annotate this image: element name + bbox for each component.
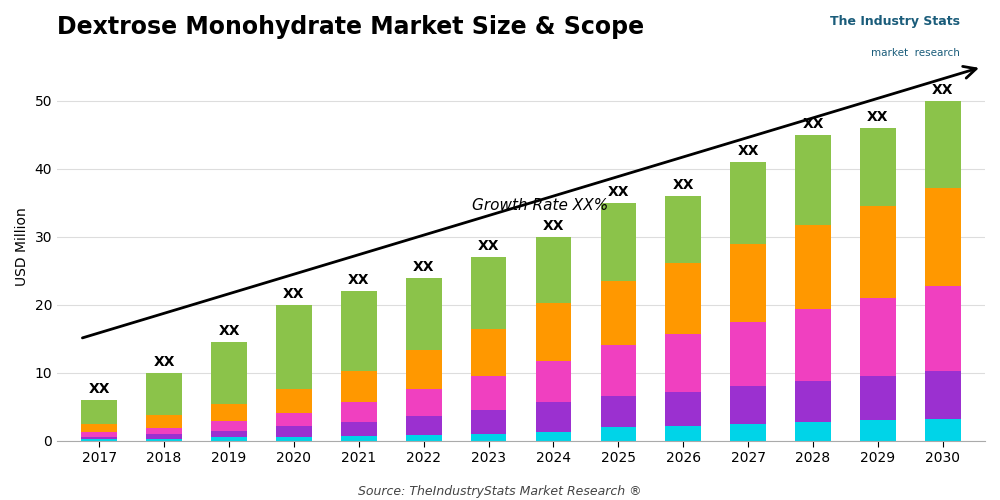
Bar [925, 188, 961, 286]
Bar [211, 342, 247, 404]
Text: Dextrose Monohydrate Market Size & Scope: Dextrose Monohydrate Market Size & Scope [57, 15, 644, 39]
Text: market  research: market research [871, 48, 960, 58]
Y-axis label: USD Million: USD Million [15, 208, 29, 286]
Bar [406, 416, 442, 435]
Bar [665, 392, 701, 426]
Bar [341, 372, 377, 402]
Bar [536, 402, 571, 432]
Text: XX: XX [932, 83, 954, 97]
Bar [601, 427, 636, 440]
Bar [341, 422, 377, 436]
Bar [860, 206, 896, 298]
Bar [665, 262, 701, 334]
Bar [276, 412, 312, 426]
Text: XX: XX [478, 239, 499, 253]
Bar [925, 372, 961, 419]
Text: XX: XX [737, 144, 759, 158]
Bar [211, 404, 247, 421]
Bar [730, 322, 766, 386]
Bar [665, 334, 701, 392]
Bar [925, 419, 961, 440]
Bar [860, 128, 896, 206]
Text: Source: TheIndustryStats Market Research ®: Source: TheIndustryStats Market Research… [358, 484, 642, 498]
Bar [276, 436, 312, 440]
Bar [925, 101, 961, 188]
Bar [795, 381, 831, 422]
Bar [795, 422, 831, 440]
Text: XX: XX [673, 178, 694, 192]
Bar [601, 203, 636, 281]
Bar [601, 396, 636, 427]
Bar [276, 426, 312, 436]
Text: Growth Rate XX%: Growth Rate XX% [472, 198, 609, 213]
Bar [925, 286, 961, 372]
Bar [146, 372, 182, 416]
Bar [795, 135, 831, 224]
Bar [795, 224, 831, 310]
Bar [146, 434, 182, 438]
Bar [730, 424, 766, 440]
Text: XX: XX [608, 185, 629, 199]
Bar [276, 304, 312, 389]
Bar [601, 346, 636, 397]
Bar [406, 278, 442, 349]
Bar [730, 386, 766, 424]
Bar [81, 439, 117, 440]
Bar [730, 244, 766, 322]
Bar [471, 410, 506, 434]
Bar [146, 438, 182, 440]
Bar [471, 376, 506, 410]
Bar [211, 431, 247, 437]
Bar [860, 376, 896, 420]
Bar [406, 389, 442, 416]
Bar [81, 424, 117, 432]
Bar [601, 281, 636, 345]
Bar [860, 298, 896, 376]
Bar [341, 291, 377, 372]
Bar [536, 237, 571, 304]
Bar [536, 304, 571, 361]
Bar [341, 402, 377, 422]
Bar [665, 196, 701, 262]
Bar [406, 350, 442, 389]
Bar [211, 421, 247, 431]
Bar [81, 436, 117, 439]
Text: The Industry Stats: The Industry Stats [830, 15, 960, 28]
Bar [211, 437, 247, 440]
Text: XX: XX [88, 382, 110, 396]
Bar [536, 361, 571, 402]
Bar [860, 420, 896, 440]
Bar [276, 389, 312, 412]
Text: XX: XX [802, 117, 824, 131]
Bar [730, 162, 766, 244]
Bar [146, 428, 182, 434]
Text: XX: XX [413, 260, 434, 274]
Text: XX: XX [543, 219, 564, 233]
Bar [665, 426, 701, 440]
Text: XX: XX [348, 273, 370, 287]
Bar [81, 432, 117, 436]
Bar [795, 310, 831, 381]
Bar [81, 400, 117, 423]
Text: XX: XX [867, 110, 889, 124]
Bar [341, 436, 377, 440]
Text: XX: XX [218, 324, 240, 338]
Bar [471, 257, 506, 328]
Bar [406, 435, 442, 440]
Bar [536, 432, 571, 440]
Bar [471, 434, 506, 440]
Text: XX: XX [153, 354, 175, 368]
Text: XX: XX [283, 286, 305, 300]
Bar [146, 416, 182, 428]
Bar [471, 328, 506, 376]
